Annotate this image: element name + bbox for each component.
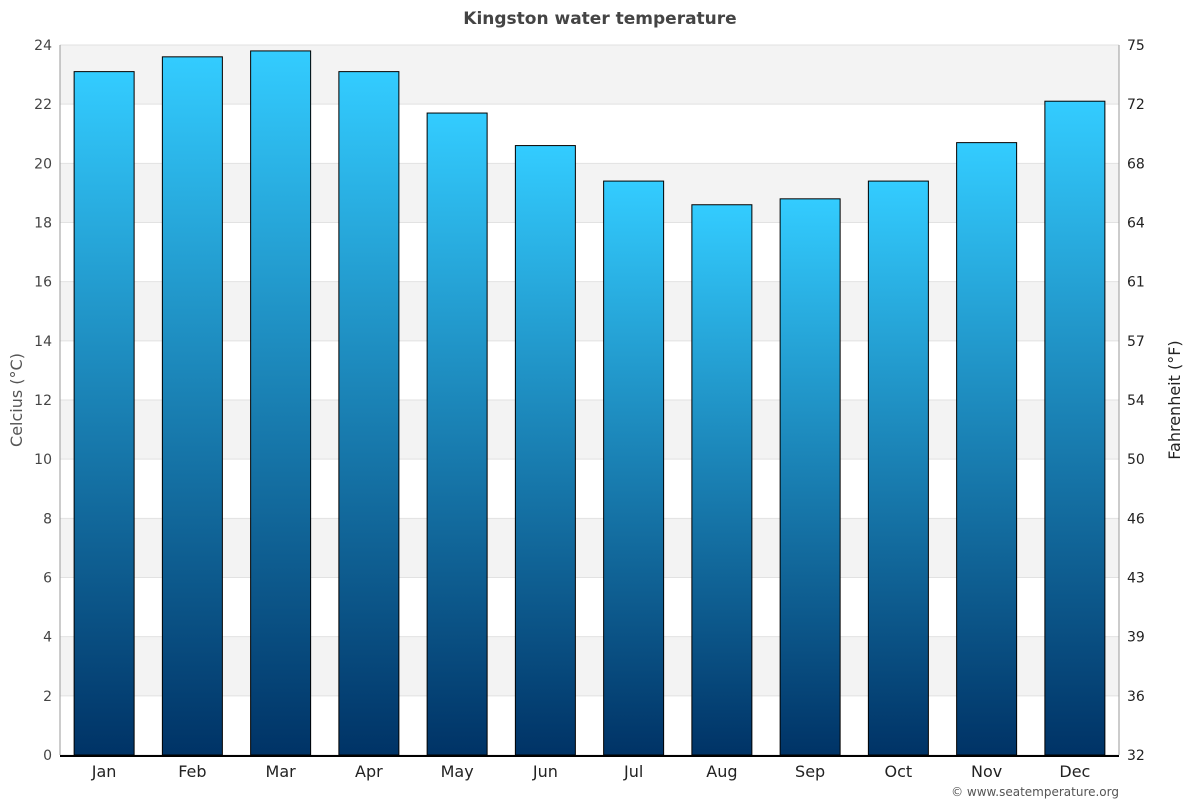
y-tick-label: 8 [43, 511, 52, 527]
y2-tick-label: 36 [1127, 689, 1145, 705]
y-tick-label: 0 [43, 748, 52, 764]
y2-tick-label: 64 [1127, 216, 1145, 232]
y-tick-label: 14 [34, 334, 52, 350]
bar-mar [250, 50, 312, 756]
x-tick-label: Dec [1059, 762, 1090, 781]
y2-tick-label: 32 [1127, 748, 1145, 764]
bar-sep [779, 198, 841, 756]
x-tick-label: Apr [355, 762, 383, 781]
credit: © www.seatemperature.org [951, 785, 1119, 799]
x-tick-label: May [441, 762, 474, 781]
bar-aug [691, 204, 753, 756]
x-tick-label: Jun [532, 762, 558, 781]
x-tick-label: Jul [623, 762, 643, 781]
y-tick-label: 4 [43, 630, 52, 646]
y-tick-label: 6 [43, 571, 52, 587]
x-tick-label: Nov [971, 762, 1002, 781]
bar-dec [1044, 100, 1106, 756]
chart-title: Kingston water temperature [463, 9, 736, 29]
bar-jan [73, 71, 135, 756]
y-tick-label: 24 [34, 38, 52, 54]
y-tick-label: 12 [34, 393, 52, 409]
bar-may [426, 112, 488, 756]
grid-band [60, 400, 1119, 460]
bar-jul [603, 180, 665, 756]
bar-apr [338, 71, 400, 756]
y2-tick-label: 72 [1127, 97, 1145, 113]
x-tick-label: Mar [266, 762, 297, 781]
y2-tick-label: 46 [1127, 511, 1145, 527]
y-tick-label: 20 [34, 156, 52, 172]
x-tick-label: Jan [91, 762, 117, 781]
y-tick-label: 18 [34, 216, 52, 232]
y2-tick-label: 50 [1127, 452, 1145, 468]
y2-axis-label: Fahrenheit (°F) [1165, 340, 1184, 459]
bar-oct [867, 180, 929, 756]
y2-tick-label: 61 [1127, 275, 1145, 291]
y2-tick-label: 43 [1127, 571, 1145, 587]
x-tick-label: Feb [178, 762, 206, 781]
y2-tick-label: 68 [1127, 156, 1145, 172]
x-tick-label: Aug [706, 762, 737, 781]
x-tick-label: Oct [885, 762, 913, 781]
y2-tick-label: 54 [1127, 393, 1145, 409]
y2-tick-label: 57 [1127, 334, 1145, 350]
bar-feb [161, 56, 223, 756]
y-axis-label: Celcius (°C) [7, 353, 26, 447]
y2-tick-label: 39 [1127, 630, 1145, 646]
y2-tick-label: 75 [1127, 38, 1145, 54]
y-tick-label: 16 [34, 275, 52, 291]
bar-jun [514, 145, 576, 756]
grid-band [60, 45, 1119, 105]
grid-band [60, 636, 1119, 696]
y-tick-label: 22 [34, 97, 52, 113]
grid-band [60, 163, 1119, 223]
grid-band [60, 281, 1119, 341]
y-tick-label: 2 [43, 689, 52, 705]
x-tick-label: Sep [795, 762, 825, 781]
grid-band [60, 518, 1119, 578]
bar-nov [956, 142, 1018, 756]
y-tick-label: 10 [34, 452, 52, 468]
